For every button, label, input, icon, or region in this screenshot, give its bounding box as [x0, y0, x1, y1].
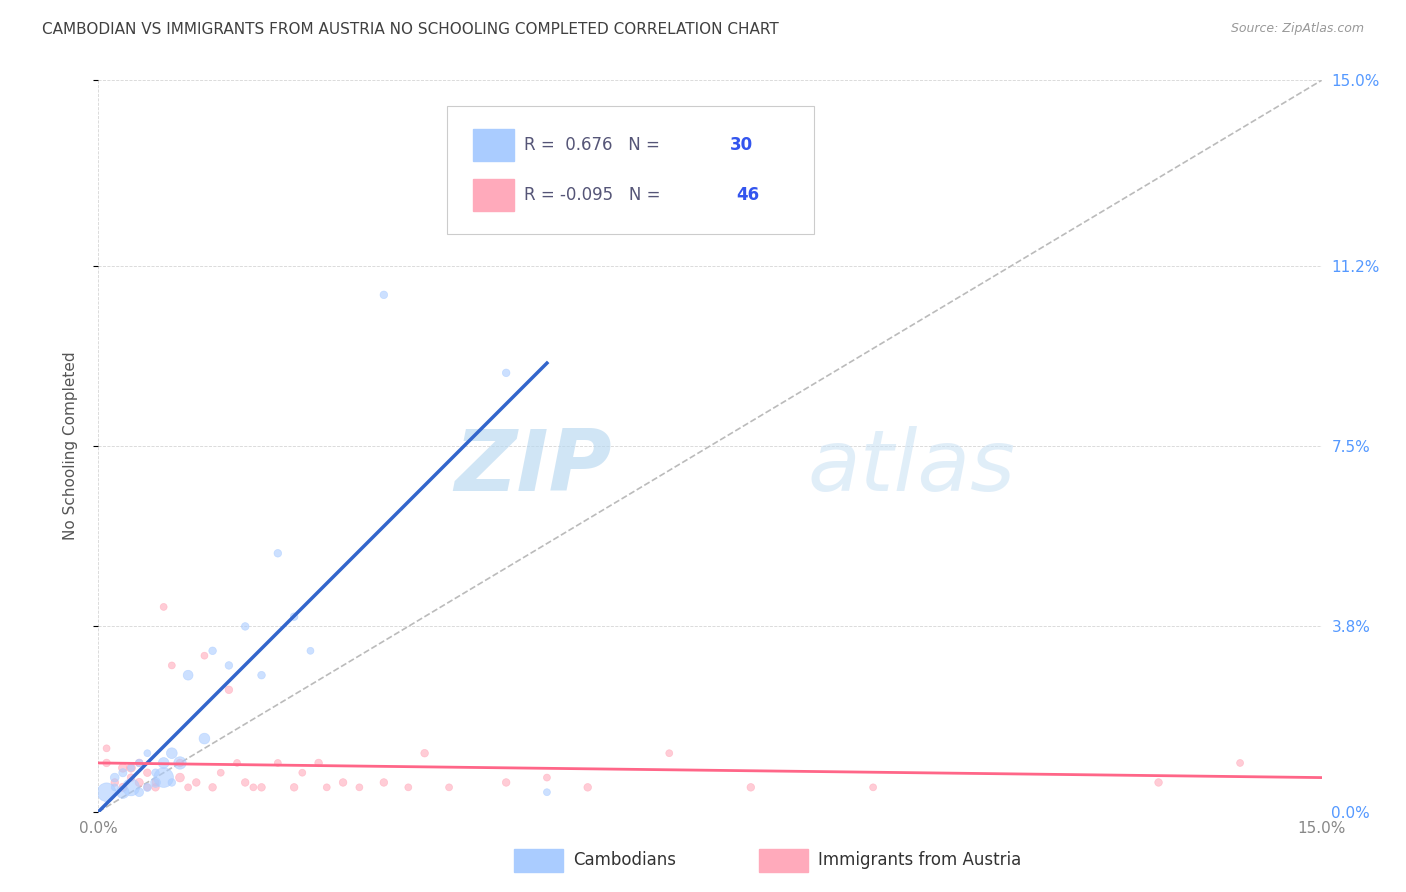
Point [177, 780, 200, 795]
Text: Cambodians: Cambodians [574, 851, 676, 869]
Point [536, 771, 558, 785]
Point [349, 780, 371, 795]
Text: atlas: atlas [808, 426, 1017, 509]
Point [299, 644, 322, 658]
Point [267, 546, 290, 560]
Point [658, 746, 681, 760]
FancyBboxPatch shape [472, 129, 515, 161]
Point [145, 775, 167, 789]
Point [201, 644, 224, 658]
Point [177, 668, 200, 682]
Point [413, 746, 436, 760]
Point [152, 771, 174, 785]
Point [120, 780, 142, 795]
Point [128, 785, 150, 799]
Point [104, 775, 127, 789]
Point [291, 765, 314, 780]
Point [373, 288, 395, 302]
Point [283, 609, 305, 624]
Point [1147, 775, 1170, 789]
Point [136, 765, 159, 780]
Point [576, 780, 599, 795]
Point [495, 775, 517, 789]
Point [120, 761, 142, 775]
Point [1229, 756, 1251, 770]
Point [160, 746, 183, 760]
Text: Source: ZipAtlas.com: Source: ZipAtlas.com [1230, 22, 1364, 36]
Text: CAMBODIAN VS IMMIGRANTS FROM AUSTRIA NO SCHOOLING COMPLETED CORRELATION CHART: CAMBODIAN VS IMMIGRANTS FROM AUSTRIA NO … [42, 22, 779, 37]
Point [111, 780, 134, 795]
Point [283, 780, 305, 795]
Point [218, 658, 240, 673]
Point [250, 668, 273, 682]
Point [128, 756, 150, 770]
FancyBboxPatch shape [447, 106, 814, 234]
Point [111, 761, 134, 775]
Point [111, 785, 134, 799]
Point [152, 599, 174, 614]
Point [209, 765, 232, 780]
FancyBboxPatch shape [759, 849, 808, 872]
Point [740, 780, 762, 795]
Text: Immigrants from Austria: Immigrants from Austria [818, 851, 1021, 869]
Point [308, 756, 330, 770]
Point [250, 780, 273, 795]
Point [96, 756, 118, 770]
Point [169, 771, 191, 785]
Point [145, 775, 167, 789]
Point [96, 785, 118, 799]
Point [96, 741, 118, 756]
Point [201, 780, 224, 795]
Point [495, 366, 517, 380]
Text: ZIP: ZIP [454, 426, 612, 509]
Point [120, 761, 142, 775]
Text: 46: 46 [737, 186, 759, 204]
Text: R = -0.095   N =: R = -0.095 N = [524, 186, 666, 204]
Point [136, 780, 159, 795]
Point [233, 775, 256, 789]
Point [862, 780, 884, 795]
Point [536, 785, 558, 799]
Point [145, 780, 167, 795]
Point [104, 780, 127, 795]
Y-axis label: No Schooling Completed: No Schooling Completed [63, 351, 77, 541]
Point [193, 648, 215, 663]
Point [136, 746, 159, 760]
Point [160, 658, 183, 673]
Point [373, 775, 395, 789]
Point [315, 780, 337, 795]
Text: R =  0.676   N =: R = 0.676 N = [524, 136, 665, 154]
Point [128, 756, 150, 770]
Text: 30: 30 [730, 136, 754, 154]
Point [104, 771, 127, 785]
Point [267, 756, 290, 770]
Point [160, 775, 183, 789]
Point [111, 765, 134, 780]
Point [169, 756, 191, 770]
Point [152, 756, 174, 770]
Point [120, 771, 142, 785]
Point [437, 780, 460, 795]
Point [226, 756, 249, 770]
Point [128, 775, 150, 789]
Point [233, 619, 256, 633]
Point [242, 780, 264, 795]
FancyBboxPatch shape [515, 849, 564, 872]
Point [145, 765, 167, 780]
Point [136, 780, 159, 795]
Point [332, 775, 354, 789]
Point [169, 756, 191, 770]
Point [218, 682, 240, 697]
FancyBboxPatch shape [472, 179, 515, 211]
Point [193, 731, 215, 746]
Point [186, 775, 208, 789]
Point [396, 780, 419, 795]
